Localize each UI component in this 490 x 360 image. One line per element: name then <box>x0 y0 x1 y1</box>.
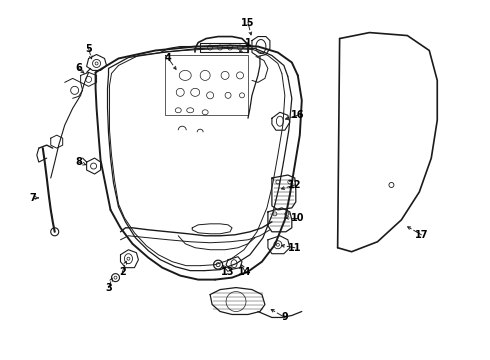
Text: 13: 13 <box>221 267 235 276</box>
Text: 6: 6 <box>75 63 82 73</box>
Text: 14: 14 <box>238 267 252 276</box>
Text: 12: 12 <box>288 180 301 190</box>
Text: 3: 3 <box>105 283 112 293</box>
Text: 1: 1 <box>245 37 251 48</box>
Text: 7: 7 <box>29 193 36 203</box>
Text: 5: 5 <box>85 44 92 54</box>
Text: 8: 8 <box>75 157 82 167</box>
Text: 17: 17 <box>415 230 428 240</box>
Text: 2: 2 <box>119 267 126 276</box>
Text: 9: 9 <box>281 312 288 323</box>
Text: 15: 15 <box>241 18 255 28</box>
Text: 4: 4 <box>165 54 172 63</box>
Text: 11: 11 <box>288 243 301 253</box>
Text: 16: 16 <box>291 110 305 120</box>
Text: 10: 10 <box>291 213 305 223</box>
